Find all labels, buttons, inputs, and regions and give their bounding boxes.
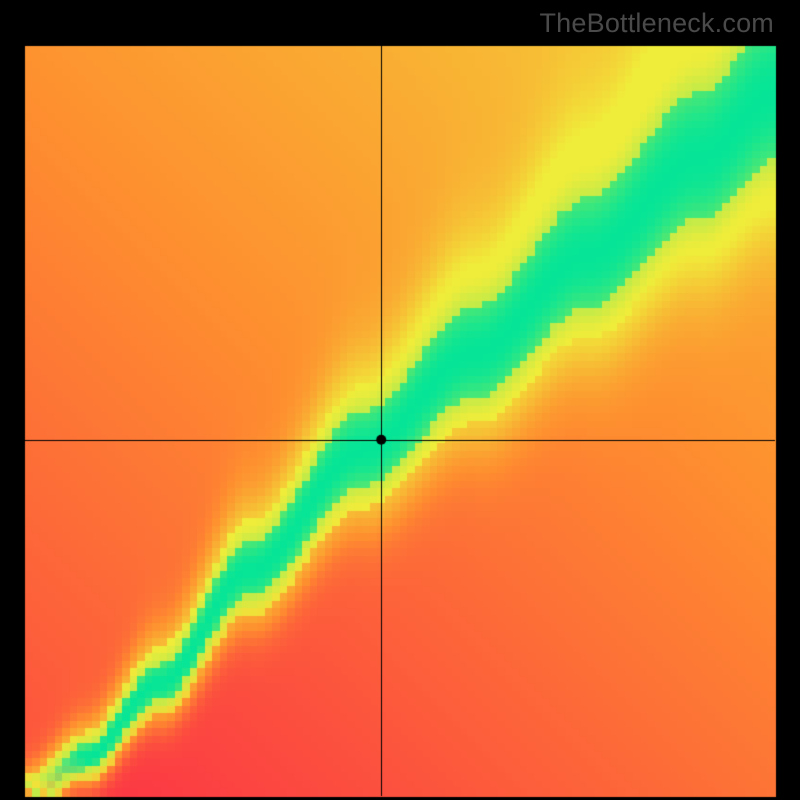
chart-container: TheBottleneck.com xyxy=(0,0,800,800)
watermark-text: TheBottleneck.com xyxy=(539,8,774,39)
bottleneck-heatmap xyxy=(0,0,800,800)
